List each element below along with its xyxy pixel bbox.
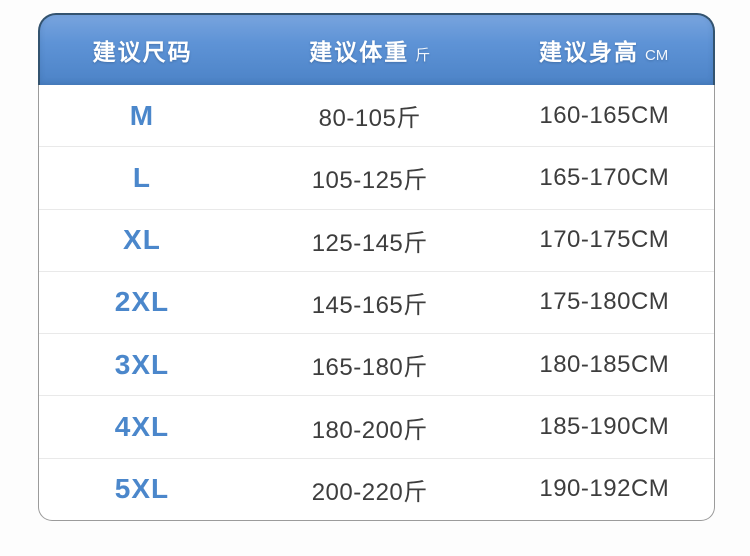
cell-weight: 125-145斤 xyxy=(311,229,428,257)
cell-weight: 180-200斤 xyxy=(311,416,428,444)
table-row: XL 125-145斤 170-175CM xyxy=(39,210,714,272)
cell-weight: 145-165斤 xyxy=(311,291,428,319)
cell-weight: 80-105斤 xyxy=(318,105,421,133)
cell-height: 185-190CM xyxy=(539,413,670,441)
cell-size: 3XL xyxy=(114,348,170,380)
header-unit-weight: 斤 xyxy=(415,47,431,64)
header-cell-size: 建议尺码 xyxy=(40,33,245,67)
cell-height: 180-185CM xyxy=(539,350,670,378)
size-chart-body: M 80-105斤 160-165CM L 105-125斤 165-170CM… xyxy=(38,85,715,521)
cell-height: 190-192CM xyxy=(539,475,670,503)
header-cell-weight: 建议体重 斤 xyxy=(245,33,494,67)
cell-size: 5XL xyxy=(114,473,170,505)
cell-height: 165-170CM xyxy=(539,163,670,191)
cell-size: XL xyxy=(123,224,161,256)
cell-weight: 165-180斤 xyxy=(311,354,428,382)
header-label-size: 建议尺码 xyxy=(92,39,193,65)
table-row: L 105-125斤 165-170CM xyxy=(39,147,714,210)
cell-weight: 200-220斤 xyxy=(311,478,428,506)
table-row: 5XL 200-220斤 190-192CM xyxy=(39,459,714,520)
header-unit-height: CM xyxy=(644,47,669,64)
table-row: 3XL 165-180斤 180-185CM xyxy=(39,334,714,397)
cell-size: M xyxy=(129,99,155,131)
table-row: 2XL 145-165斤 175-180CM xyxy=(39,272,714,335)
cell-height: 170-175CM xyxy=(539,226,670,254)
table-row: M 80-105斤 160-165CM xyxy=(39,85,714,148)
header-cell-height: 建议身高 CM xyxy=(494,33,713,67)
cell-height: 175-180CM xyxy=(539,288,670,316)
size-chart-header: 建议尺码 建议体重 斤 建议身高 CM xyxy=(38,13,715,85)
cell-weight: 105-125斤 xyxy=(311,167,428,195)
cell-size: L xyxy=(132,161,151,193)
cell-size: 2XL xyxy=(114,286,170,318)
header-label-height: 建议身高 xyxy=(538,39,639,65)
cell-height: 160-165CM xyxy=(539,101,670,129)
table-row: 4XL 180-200斤 185-190CM xyxy=(39,396,714,459)
size-chart-card: 建议尺码 建议体重 斤 建议身高 CM M 80-105斤 160-165CM … xyxy=(38,13,715,521)
header-label-weight: 建议体重 xyxy=(309,39,410,65)
cell-size: 4XL xyxy=(114,411,170,443)
